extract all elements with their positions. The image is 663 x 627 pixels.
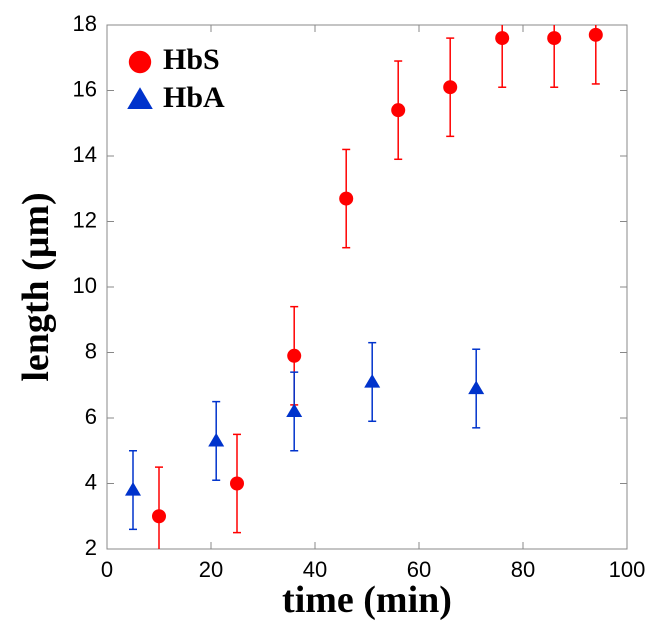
legend-label: HbA <box>163 81 225 114</box>
point <box>391 103 406 118</box>
y-tick-label: 12 <box>73 207 97 232</box>
point <box>208 432 225 447</box>
point <box>364 373 381 388</box>
point <box>339 191 354 206</box>
y-tick-label: 16 <box>73 76 97 101</box>
y-tick-label: 10 <box>73 273 97 298</box>
point <box>495 31 510 46</box>
point <box>152 509 166 524</box>
legend-marker <box>128 50 152 74</box>
x-tick-label: 40 <box>303 557 327 582</box>
y-tick-label: 6 <box>85 404 97 429</box>
point <box>125 482 141 496</box>
point <box>588 27 603 42</box>
y-tick-label: 2 <box>85 535 97 560</box>
point <box>287 348 302 363</box>
y-tick-label: 8 <box>85 338 97 363</box>
y-tick-label: 14 <box>73 142 97 167</box>
x-tick-label: 20 <box>199 557 223 582</box>
legend-label: HbS <box>163 43 220 76</box>
x-axis-label: time (min) <box>282 579 452 621</box>
y-tick-label: 4 <box>85 469 97 494</box>
error-bar <box>591 25 600 85</box>
point <box>230 476 244 491</box>
x-tick-label: 60 <box>407 557 431 582</box>
x-tick-label: 80 <box>511 557 535 582</box>
y-axis-label: length (μm) <box>15 192 57 381</box>
plot-area <box>125 25 603 549</box>
legend-marker <box>127 87 153 109</box>
point <box>547 31 562 46</box>
y-tick-label: 18 <box>73 11 97 36</box>
point <box>286 403 303 418</box>
x-tick-label: 100 <box>609 557 646 582</box>
point <box>443 80 458 95</box>
point <box>468 380 485 395</box>
x-tick-label: 0 <box>101 557 113 582</box>
